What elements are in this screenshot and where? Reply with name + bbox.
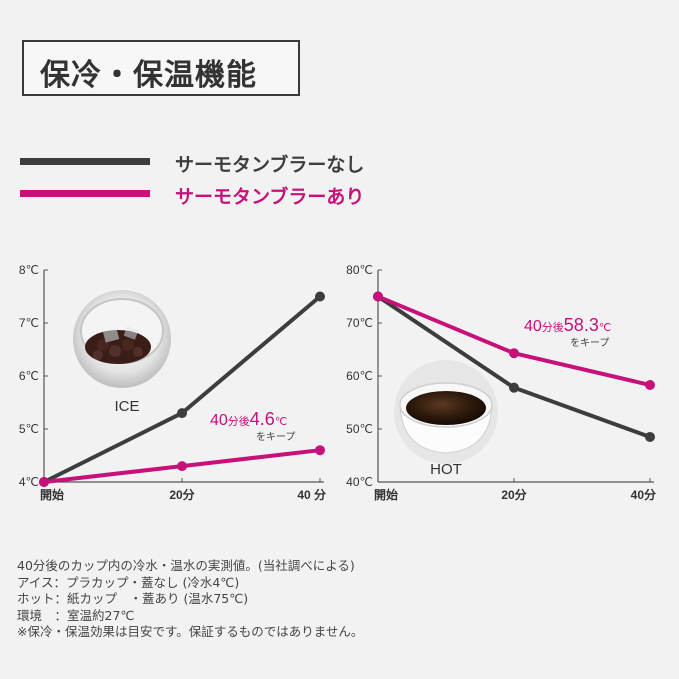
ice-y-tick-label: 5℃	[19, 422, 39, 436]
hot-y-tick-label: 60℃	[346, 369, 373, 383]
ice-x-tick-label: 開始	[40, 487, 64, 502]
note-line: 環境 ：室温約27℃	[17, 607, 135, 623]
ice-y-tick-label: 4℃	[19, 475, 39, 489]
ice-y-tick-label: 6℃	[19, 369, 39, 383]
note-line: ホット：紙カップ ・蓋あり (温水75℃)	[17, 591, 249, 606]
hot-photo-label: HOT	[430, 461, 462, 478]
hot-y-tick-label: 50℃	[346, 422, 373, 436]
hot-y-tick-label: 80℃	[346, 263, 373, 277]
legend-line-with	[20, 190, 150, 197]
ice-y-tick-label: 8℃	[19, 263, 39, 277]
ice-data-point	[177, 461, 187, 472]
hot-x-tick-label: 40分	[631, 487, 656, 502]
title-box: 保冷・保温機能	[22, 40, 300, 96]
ice-x-tick-label: 20分	[169, 487, 194, 502]
hot-y-tick-label: 40℃	[346, 475, 373, 489]
notes: 40分後のカップ内の冷水・温水の実測値。(当社調べによる) アイス：プラカップ・…	[17, 558, 363, 641]
hot-data-point	[509, 382, 519, 393]
ice-data-point	[39, 477, 49, 487]
note-line: ※保冷・保温効果は目安です。保証するものではありません。	[17, 624, 364, 639]
hot-y-tick-label: 70℃	[346, 316, 373, 330]
hot-x-tick-label: 開始	[374, 487, 398, 502]
ice-cup-illustration	[73, 290, 171, 388]
legend-label-without: サーモタンブラーなし	[175, 154, 365, 176]
ice-annotation-suffix: をキープ	[256, 431, 295, 443]
note-line: アイス：プラカップ・蓋なし (冷水4℃)	[17, 574, 240, 590]
legend-label-with: サーモタンブラーあり	[175, 186, 365, 208]
ice-data-point	[315, 445, 325, 456]
hot-annotation-suffix: をキープ	[570, 337, 609, 349]
ice-data-point	[177, 408, 187, 419]
chart-area: ICE HOT 4℃ 5℃ 6℃ 7℃ 8℃ 開始 20分 40 分 40分後4.6℃ をキープ 4…	[19, 263, 656, 502]
page-title: 保冷・保温機能	[40, 58, 257, 93]
hot-cup-illustration	[394, 360, 498, 464]
hot-annotation: 40分後58.3℃	[524, 315, 611, 335]
legend-line-without	[20, 158, 150, 165]
hot-x-tick-label: 20分	[501, 487, 526, 502]
hot-data-point	[645, 380, 655, 391]
hot-data-point	[645, 431, 655, 442]
ice-x-tick-label: 40 分	[297, 487, 326, 502]
hot-data-point	[373, 291, 383, 302]
ice-photo-label: ICE	[114, 398, 139, 415]
ice-y-tick-label: 7℃	[19, 316, 39, 330]
ice-data-point	[315, 291, 325, 302]
ice-annotation: 40分後4.6℃	[210, 409, 287, 429]
hot-data-point	[509, 348, 519, 359]
note-line: 40分後のカップ内の冷水・温水の実測値。(当社調べによる)	[17, 558, 355, 573]
